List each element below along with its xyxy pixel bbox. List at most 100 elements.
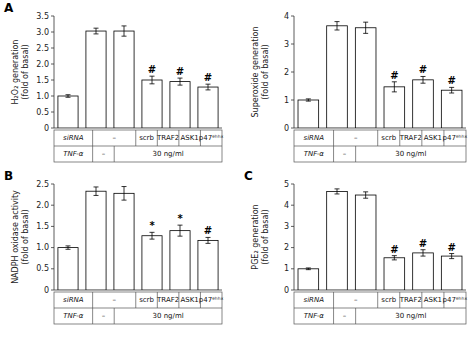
y-tick	[51, 247, 54, 248]
y-tick	[291, 100, 294, 101]
table-row-label: TNF-α	[304, 150, 325, 158]
bar	[170, 231, 190, 290]
table-cell: –	[102, 150, 106, 158]
bar	[327, 191, 348, 290]
y-tick-label: 2	[284, 243, 289, 252]
table-col-line	[135, 292, 136, 308]
y-tick-label: 0	[44, 124, 49, 133]
table-col-line	[92, 130, 93, 146]
significance-label: #	[176, 66, 184, 77]
y-tick-label: 4	[284, 201, 289, 210]
y-tick	[291, 44, 294, 45]
significance-label: #	[419, 64, 427, 75]
y-axis	[294, 16, 295, 128]
table-cell: scrb	[139, 134, 154, 142]
y-tick	[51, 16, 54, 17]
x-axis	[294, 128, 466, 129]
error-bar	[392, 82, 397, 92]
error-bar	[421, 76, 426, 83]
x-axis	[294, 290, 466, 291]
significance-label: #	[148, 64, 156, 75]
error-bar	[122, 187, 127, 201]
table-row-line	[54, 308, 222, 309]
panel-label: A	[4, 1, 14, 15]
error-bar	[449, 87, 454, 93]
y-tick-label: 5	[284, 180, 289, 189]
error-bar	[335, 189, 340, 194]
y-axis	[54, 16, 55, 128]
table-row-label: TNF-α	[304, 312, 325, 320]
y-tick-label: 2	[284, 68, 289, 77]
error-bar	[94, 187, 99, 195]
y-tick-label: 2.5	[36, 180, 49, 189]
table-cell: 30 ng/ml	[153, 150, 184, 158]
y-tick	[51, 112, 54, 113]
bar	[86, 191, 106, 290]
error-bar	[150, 76, 155, 84]
y-tick-label: 1	[284, 264, 289, 273]
y-tick-label: 1.5	[36, 76, 49, 85]
y-tick-label: 0	[44, 286, 49, 295]
significance-label: *	[149, 220, 155, 231]
y-tick-label: 2.0	[36, 201, 49, 210]
error-bar	[122, 26, 127, 36]
table-row-line	[54, 146, 222, 147]
y-tick-label: 1.5	[36, 222, 49, 231]
y-tick	[291, 205, 294, 206]
table-row-label: siRNA	[304, 134, 325, 142]
y-axis-label-line: PGE₂ generation	[251, 204, 260, 269]
marks	[58, 187, 218, 290]
y-tick	[291, 72, 294, 73]
table-cell: 30 ng/ml	[395, 312, 426, 320]
table-row-label: siRNA	[63, 296, 84, 304]
table-row-label: siRNA	[63, 134, 84, 142]
error-bar	[449, 254, 454, 259]
bar	[170, 82, 190, 128]
table-cell: TRAF2	[156, 296, 179, 304]
panel-label: C	[244, 169, 253, 183]
y-tick	[51, 128, 54, 129]
y-axis-label-line: (fold of basal)	[21, 44, 30, 99]
significance-label: #	[419, 238, 427, 249]
error-bar	[206, 84, 211, 90]
y-tick-label: 3	[284, 40, 289, 49]
y-tick	[51, 48, 54, 49]
y-tick	[291, 268, 294, 269]
table-cell: –	[343, 150, 347, 158]
significance-label: #	[390, 70, 398, 81]
y-tick	[291, 226, 294, 227]
error-bar	[421, 250, 426, 256]
panel: 012345PGE₂ generation(fold of basal)C###…	[244, 169, 467, 324]
table-col-line	[92, 308, 93, 324]
condition-table: siRNA–scrbTRAF2ASK1p47ᵄʰʰˣTNF-α–30 ng/ml	[294, 292, 467, 324]
y-tick-label: 0	[284, 286, 289, 295]
y-tick	[291, 16, 294, 17]
marks	[298, 189, 462, 290]
bar	[58, 96, 78, 128]
bar	[298, 269, 319, 290]
bar	[198, 87, 218, 128]
y-tick	[51, 96, 54, 97]
y-axis-label-line: H₂O₂ generation	[11, 40, 20, 105]
bar	[384, 258, 405, 290]
table-cell: –	[112, 296, 116, 304]
table-border	[54, 130, 222, 162]
y-tick-label: 0	[284, 124, 289, 133]
y-tick	[291, 247, 294, 248]
error-bar	[66, 95, 71, 98]
error-bar	[178, 225, 183, 236]
table-cell: TRAF2	[399, 134, 422, 142]
table-cell: –	[112, 134, 116, 142]
significance-label: #	[447, 75, 455, 86]
panel: 01234Superoxide generation(fold of basal…	[251, 12, 467, 163]
y-axis-label-line: Superoxide generation	[251, 27, 260, 118]
bar	[327, 26, 348, 128]
y-tick	[51, 32, 54, 33]
y-axis-label-line: (fold of basal)	[21, 209, 30, 264]
y-axis-label-line: (fold of basal)	[261, 209, 270, 264]
table-col-line	[377, 292, 378, 308]
y-axis	[294, 184, 295, 290]
bar	[355, 195, 376, 290]
y-tick-label: 3	[284, 222, 289, 231]
bar	[413, 253, 434, 290]
